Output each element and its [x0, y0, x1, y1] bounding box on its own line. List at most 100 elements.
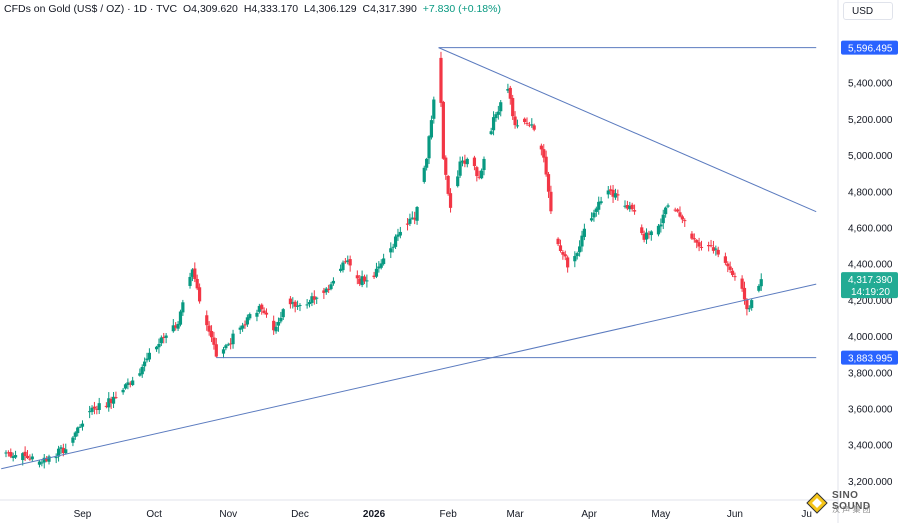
candle: [515, 119, 520, 129]
candle: [566, 255, 570, 273]
candle: [171, 319, 175, 333]
x-tick-label: Ju: [801, 509, 812, 520]
candle: [21, 452, 25, 466]
candle: [214, 338, 218, 358]
candle: [714, 245, 718, 256]
candle: [642, 230, 646, 243]
candle: [472, 155, 477, 171]
candle: [138, 368, 142, 377]
candle: [506, 83, 510, 94]
candle: [114, 391, 118, 399]
candle: [733, 272, 737, 281]
candle: [675, 208, 680, 213]
candle: [47, 454, 51, 465]
candle: [563, 250, 567, 261]
candle: [597, 196, 601, 215]
candle: [248, 312, 252, 321]
candle: [324, 287, 328, 295]
candle: [556, 237, 560, 247]
candle: [523, 117, 527, 125]
x-tick-label: Nov: [219, 509, 237, 520]
y-tick-label: 5,200.000: [848, 115, 893, 126]
candle: [759, 273, 763, 291]
candle: [37, 459, 42, 468]
candle: [104, 402, 108, 409]
candle: [92, 401, 97, 415]
candle: [456, 170, 460, 188]
candle: [207, 321, 211, 336]
candle: [145, 352, 149, 363]
currency-button[interactable]: USD: [843, 2, 893, 20]
candle: [499, 100, 503, 117]
candle: [513, 111, 517, 129]
candle: [298, 303, 302, 312]
candle: [322, 287, 326, 299]
candle: [616, 189, 620, 201]
candle: [549, 185, 553, 214]
candle: [446, 174, 450, 196]
y-tick-label: 4,200.000: [848, 296, 893, 307]
candle: [573, 251, 577, 268]
candle: [546, 171, 551, 198]
candle: [109, 396, 113, 410]
descending-trendline-line[interactable]: [438, 47, 817, 213]
candle: [212, 331, 216, 350]
candle: [164, 333, 168, 344]
candle: [448, 188, 453, 213]
candle: [343, 257, 347, 264]
candle: [542, 144, 546, 163]
candle: [40, 460, 44, 467]
candles: [4, 51, 763, 469]
candle: [195, 274, 199, 291]
candle: [530, 118, 534, 128]
candle: [305, 299, 309, 309]
candle: [255, 309, 259, 322]
candle: [310, 292, 314, 307]
candle: [393, 234, 398, 250]
candle: [460, 156, 465, 167]
candle: [178, 309, 183, 327]
candle: [477, 170, 481, 180]
candle: [444, 155, 448, 180]
candle: [561, 250, 565, 260]
candle: [439, 51, 443, 107]
candle: [740, 275, 744, 292]
candle: [295, 300, 300, 310]
candle: [723, 252, 727, 266]
candle: [592, 209, 596, 222]
candle: [508, 85, 512, 105]
candle: [427, 135, 431, 165]
candle: [76, 426, 80, 437]
candle: [491, 111, 496, 136]
candle: [159, 335, 163, 347]
candle: [11, 452, 15, 462]
candle: [458, 156, 462, 178]
candle: [245, 314, 249, 327]
y-tick-label: 4,600.000: [848, 224, 893, 235]
price-label-text: 3,883.995: [848, 354, 893, 365]
candle: [391, 243, 395, 253]
candle: [432, 96, 436, 124]
price-label-text: 4,317.390: [848, 275, 893, 286]
candle: [489, 127, 493, 136]
candle: [630, 202, 634, 212]
candle: [410, 211, 414, 220]
candle: [580, 230, 584, 252]
x-tick-label: Dec: [291, 509, 309, 520]
candle: [707, 241, 711, 252]
candle: [143, 357, 147, 372]
candle: [176, 321, 180, 331]
candle: [25, 449, 30, 460]
candle: [582, 223, 586, 241]
ohlc-open: O4,309.620: [183, 3, 238, 15]
last-price-badge: [841, 272, 898, 299]
candle: [140, 364, 144, 378]
ascending-trendline-line[interactable]: [1, 283, 817, 470]
candle: [162, 332, 166, 344]
candle: [475, 165, 479, 182]
candle: [398, 226, 402, 239]
candle: [291, 297, 295, 309]
level-price-badge: [841, 350, 898, 365]
candle: [13, 450, 18, 459]
